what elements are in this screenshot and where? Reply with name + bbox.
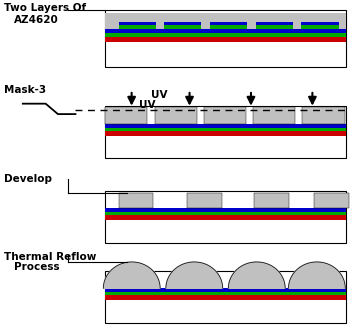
Bar bbox=[204, 107, 246, 124]
Bar bbox=[105, 106, 346, 158]
Text: UV: UV bbox=[139, 100, 155, 111]
Bar bbox=[187, 193, 222, 208]
Bar bbox=[119, 193, 153, 208]
Bar bbox=[301, 25, 338, 29]
Bar bbox=[254, 193, 289, 208]
Text: Two Layers Of: Two Layers Of bbox=[4, 3, 86, 13]
Bar bbox=[256, 22, 293, 29]
Bar bbox=[164, 22, 201, 29]
Bar bbox=[119, 25, 156, 29]
Bar bbox=[256, 25, 293, 29]
Bar bbox=[105, 13, 346, 29]
Bar bbox=[105, 292, 346, 295]
Bar bbox=[105, 34, 346, 37]
Bar bbox=[210, 25, 247, 29]
Bar bbox=[105, 107, 147, 124]
Bar bbox=[105, 212, 346, 215]
Text: Process: Process bbox=[14, 262, 60, 273]
Bar bbox=[105, 191, 346, 243]
Bar bbox=[105, 288, 346, 292]
Text: UV: UV bbox=[151, 90, 168, 100]
Text: Develop: Develop bbox=[4, 174, 52, 185]
Polygon shape bbox=[104, 262, 160, 288]
Polygon shape bbox=[166, 262, 223, 288]
Bar bbox=[105, 124, 346, 127]
Text: Mask-3: Mask-3 bbox=[4, 85, 46, 95]
Bar bbox=[105, 37, 346, 42]
Bar bbox=[105, 131, 346, 136]
Bar bbox=[314, 193, 349, 208]
Bar bbox=[254, 193, 289, 208]
Bar bbox=[105, 271, 346, 323]
Bar bbox=[105, 29, 346, 34]
Polygon shape bbox=[289, 262, 345, 288]
Bar bbox=[303, 107, 345, 124]
Bar bbox=[154, 107, 197, 124]
Bar bbox=[314, 193, 349, 208]
Text: AZ4620: AZ4620 bbox=[14, 15, 59, 25]
Bar bbox=[301, 22, 338, 29]
Bar bbox=[119, 22, 156, 29]
Bar bbox=[253, 107, 295, 124]
Bar bbox=[154, 107, 197, 124]
Bar bbox=[210, 22, 247, 29]
Bar bbox=[105, 127, 346, 131]
Bar bbox=[187, 193, 222, 208]
Bar bbox=[119, 193, 153, 208]
Polygon shape bbox=[229, 262, 285, 288]
Bar bbox=[105, 10, 346, 67]
Bar bbox=[164, 25, 201, 29]
Bar bbox=[105, 107, 147, 124]
Text: Thermal Reflow: Thermal Reflow bbox=[4, 252, 96, 262]
Bar bbox=[105, 208, 346, 212]
Bar bbox=[303, 107, 345, 124]
Bar bbox=[253, 107, 295, 124]
Bar bbox=[204, 107, 246, 124]
Bar bbox=[105, 295, 346, 300]
Bar bbox=[105, 215, 346, 220]
